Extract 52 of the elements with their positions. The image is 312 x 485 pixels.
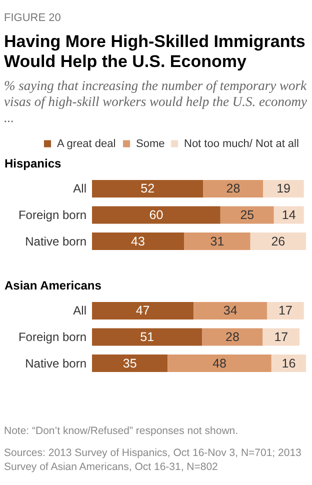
data-label: 43 [131, 234, 146, 248]
bar [184, 232, 250, 250]
bar [250, 232, 306, 250]
bar [92, 328, 202, 346]
bar [202, 328, 263, 346]
data-label: 28 [226, 330, 240, 344]
source-note: Sources: 2013 Survey of Hispanics, Oct 16-Nov 3, N=701; 2013 Survey of Asian Americans, Oct 16-31, N=802 [4, 446, 302, 474]
y-tick-label: All [73, 304, 86, 318]
bar [274, 206, 304, 224]
data-label: 52 [140, 182, 155, 196]
y-tick-label: All [73, 182, 86, 196]
bar [92, 354, 168, 372]
data-label: 17 [278, 304, 292, 318]
bar [262, 328, 300, 346]
bar [220, 206, 274, 224]
legend-label: A great deal [57, 138, 116, 150]
data-label: 16 [282, 356, 296, 370]
data-label: 25 [240, 208, 254, 222]
text: Note: “Don’t know/Refused” responses not shown. [4, 424, 240, 438]
bar [168, 354, 272, 372]
y-tick-label: Native born [25, 234, 86, 248]
y-tick-label: Foreign born [18, 330, 86, 344]
data-label: 35 [122, 356, 137, 370]
data-label: 28 [226, 182, 240, 196]
bar [203, 180, 264, 198]
legend-label: Not too much/ Not at all [184, 138, 299, 150]
y-tick-label: Native born [25, 356, 86, 370]
chart-title: Having More High-Skilled Immigrants Would Help the U.S. Economy [4, 32, 306, 72]
y-tick-label: Foreign born [18, 208, 86, 222]
data-label: 19 [276, 182, 291, 196]
legend-label: Some [136, 138, 165, 150]
data-label: 26 [271, 234, 286, 248]
y-axis-title: Hispanics [4, 156, 62, 170]
data-label: 48 [212, 356, 227, 370]
data-label: 34 [223, 304, 238, 318]
data-label: 14 [282, 208, 296, 222]
bar [92, 180, 204, 198]
bar [267, 302, 304, 320]
bar [263, 180, 304, 198]
data-label: 47 [136, 304, 150, 318]
caption: FIGURE 20 [4, 12, 62, 24]
bar [92, 206, 220, 224]
data-label: 31 [210, 234, 224, 248]
bar [271, 354, 306, 372]
bar [92, 232, 184, 250]
chart-subtitle: % saying that increasing the number of temporary work visas of high-skill workers would help the U.S. economy ... [4, 78, 308, 126]
y-axis-title: Asian Americans [4, 278, 102, 292]
data-label: 51 [140, 330, 154, 344]
bar [92, 302, 194, 320]
data-label: 17 [274, 330, 288, 344]
data-label: 60 [149, 208, 164, 222]
bar [194, 302, 268, 320]
